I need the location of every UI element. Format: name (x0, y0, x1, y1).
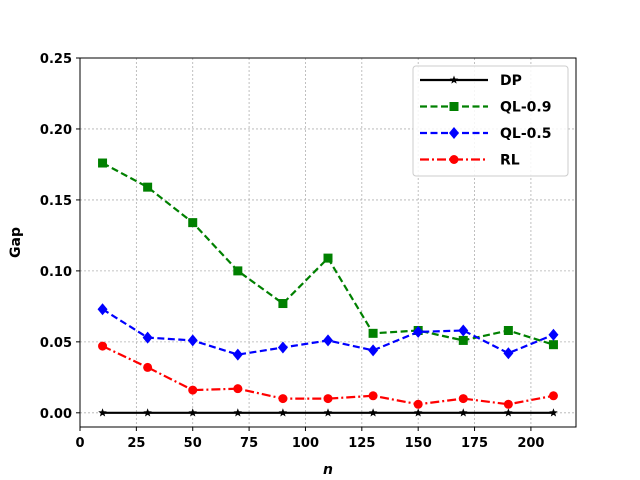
x-tick-label: 200 (517, 436, 544, 451)
data-point-ql-0-5 (187, 334, 198, 347)
x-tick-label: 125 (348, 436, 375, 451)
data-point-rl (368, 391, 378, 401)
y-axis-title: Gap (8, 227, 24, 258)
data-point-dp (323, 408, 333, 417)
data-point-ql-0-9 (278, 299, 288, 309)
legend-label-rl: RL (500, 153, 520, 169)
data-point-rl (323, 394, 333, 404)
data-series (97, 158, 559, 417)
data-point-dp (458, 408, 468, 417)
legend-label-dp: DP (500, 73, 522, 89)
data-point-ql-0-5 (458, 324, 469, 337)
data-point-ql-0-5 (503, 347, 514, 360)
data-point-ql-0-5 (323, 334, 333, 347)
data-point-ql-0-5 (142, 331, 153, 344)
data-point-ql-0-9 (188, 218, 198, 228)
axis-ticks: 0 25 50 75 100 125 150 175 200 0.00 0.05 0.10 0.15 0.… (40, 52, 545, 451)
series-dp (98, 408, 558, 417)
legend: DP QL-0.9 QL-0.5 RL (412, 65, 569, 177)
data-point-ql-0-9 (548, 340, 558, 350)
y-tick-label: 0.00 (40, 407, 72, 422)
data-point-rl (413, 399, 423, 409)
legend-marker-ql-0-9 (449, 102, 459, 111)
data-point-ql-0-9 (368, 328, 378, 338)
legend-entry-rl: RL (420, 153, 520, 169)
data-point-dp (368, 408, 378, 417)
data-point-ql-0-5 (413, 325, 424, 338)
x-tick-label: 0 (75, 436, 84, 451)
legend-box (412, 65, 569, 177)
data-point-ql-0-9 (458, 335, 468, 345)
data-point-rl (98, 341, 108, 351)
data-point-dp (188, 408, 198, 417)
data-point-dp (98, 408, 107, 417)
x-tick-label: 50 (184, 436, 202, 451)
data-point-dp (413, 408, 423, 417)
data-point-ql-0-9 (233, 266, 243, 276)
x-axis-title: n (323, 462, 333, 478)
x-tick-label: 25 (127, 436, 145, 451)
data-point-dp (278, 408, 288, 417)
x-tick-label: 100 (292, 436, 319, 451)
data-point-ql-0-9 (98, 158, 108, 168)
data-point-ql-0-5 (368, 344, 379, 357)
y-tick-label: 0.10 (40, 265, 72, 280)
data-point-rl (233, 384, 243, 394)
data-point-rl (458, 394, 468, 404)
y-tick-label: 0.25 (40, 52, 72, 67)
data-point-ql-0-5 (277, 341, 288, 354)
y-tick-label: 0.05 (40, 336, 72, 351)
legend-entry-ql-0-5: QL-0.5 (420, 126, 551, 142)
legend-marker-dp (449, 75, 459, 84)
x-tick-label: 75 (240, 436, 258, 451)
data-point-ql-0-9 (323, 253, 333, 263)
legend-entry-ql-0-9: QL-0.9 (420, 100, 551, 116)
series-rl (98, 341, 558, 409)
series-ql-0-5 (97, 303, 559, 361)
data-point-rl (278, 394, 288, 404)
data-point-ql-0-9 (503, 325, 513, 335)
x-tick-label: 175 (461, 436, 488, 451)
data-point-rl (503, 399, 513, 409)
data-point-dp (143, 408, 152, 417)
data-point-dp (233, 408, 243, 417)
legend-entry-dp: DP (420, 73, 522, 89)
data-point-ql-0-5 (548, 328, 559, 341)
data-point-ql-0-5 (232, 348, 243, 361)
data-point-dp (549, 408, 558, 417)
legend-marker-ql-0-5 (449, 127, 459, 139)
y-tick-label: 0.15 (40, 194, 72, 209)
data-point-ql-0-9 (143, 182, 153, 192)
y-tick-label: 0.20 (40, 123, 72, 138)
legend-label-ql-0-9: QL-0.9 (500, 100, 551, 116)
x-tick-label: 150 (405, 436, 432, 451)
data-point-rl (548, 391, 558, 401)
legend-marker-rl (449, 155, 459, 164)
legend-label-ql-0-5: QL-0.5 (500, 126, 551, 142)
data-point-ql-0-5 (97, 303, 108, 316)
data-point-rl (143, 362, 153, 372)
data-point-dp (504, 408, 513, 417)
data-point-rl (188, 385, 198, 395)
plot-frame (79, 57, 577, 428)
